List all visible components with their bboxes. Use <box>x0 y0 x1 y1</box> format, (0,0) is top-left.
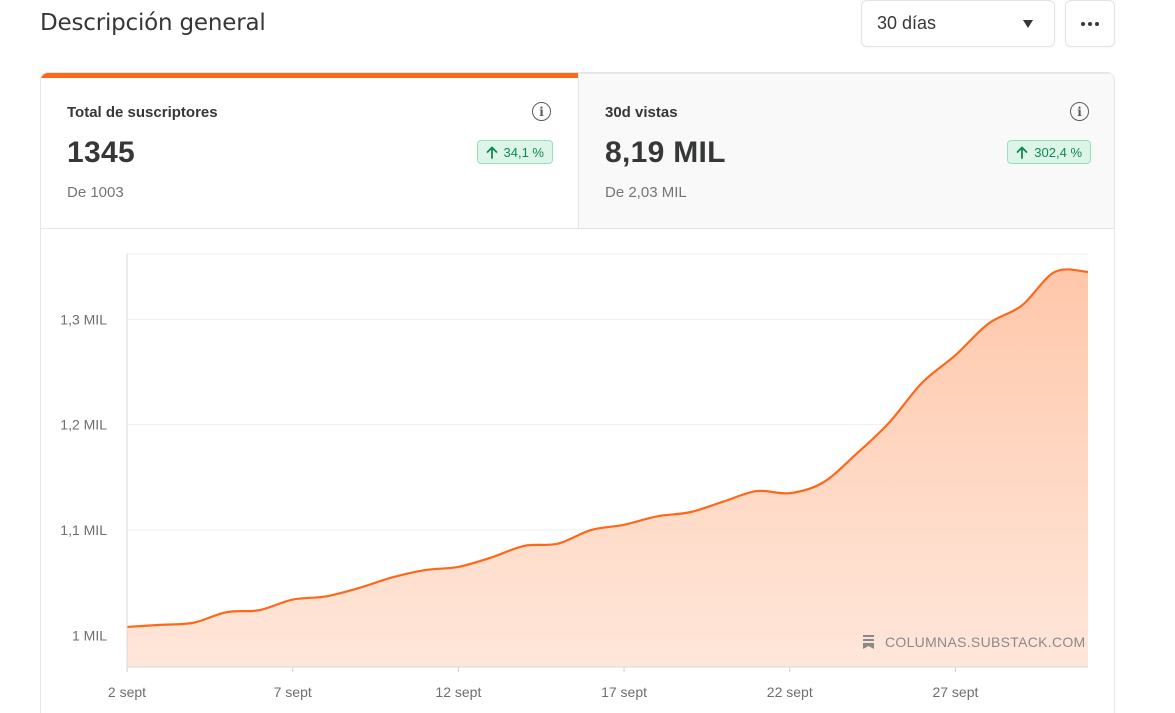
data-point[interactable] <box>157 622 163 628</box>
data-point[interactable] <box>455 564 461 570</box>
data-point[interactable] <box>1085 269 1091 275</box>
tab-label: Total de suscriptores <box>67 104 218 121</box>
tab-30d-views[interactable]: 30d vistas i 8,19 MIL 302,4 % De 2,03 MI… <box>578 73 1114 229</box>
data-point[interactable] <box>555 541 561 547</box>
data-point[interactable] <box>621 522 627 528</box>
delta-value: 302,4 % <box>1034 144 1082 160</box>
data-point[interactable] <box>522 543 528 549</box>
data-point[interactable] <box>223 609 229 615</box>
series-line <box>126 268 1089 629</box>
metric-previous: De 1003 <box>67 184 124 201</box>
data-point[interactable] <box>754 488 760 494</box>
y-tick-label: 1,2 MIL <box>60 417 107 433</box>
data-point[interactable] <box>820 480 826 486</box>
more-dots-icon <box>1081 21 1085 26</box>
y-tick-label: 1,3 MIL <box>60 311 107 327</box>
tab-total-subscribers[interactable]: Total de suscriptores i 1345 34,1 % De 1… <box>41 73 578 229</box>
data-point[interactable] <box>190 620 196 626</box>
data-point[interactable] <box>886 420 892 426</box>
delta-badge: 302,4 % <box>1007 140 1091 164</box>
x-tick-label: 7 sept <box>274 684 312 700</box>
arrow-up-icon <box>486 146 497 159</box>
data-point[interactable] <box>654 513 660 519</box>
data-point[interactable] <box>720 499 726 505</box>
data-point[interactable] <box>853 451 859 457</box>
watermark: COLUMNAS.SUBSTACK.COM <box>863 634 1086 650</box>
metric-value: 8,19 MIL <box>605 136 726 169</box>
data-point[interactable] <box>257 607 263 613</box>
delta-value: 34,1 % <box>503 144 544 160</box>
data-point[interactable] <box>1019 303 1025 309</box>
caret-down-icon <box>1023 19 1033 28</box>
subscribers-chart: 1 MIL 1,1 MIL 1,2 MIL 1,3 MIL 2 sept 7 sept 12… <box>41 229 1114 713</box>
subscribers-area-chart: 1 MIL 1,1 MIL 1,2 MIL 1,3 MIL 2 sept 7 sept 12… <box>60 253 1091 700</box>
data-point[interactable] <box>986 321 992 327</box>
data-point[interactable] <box>1052 269 1058 275</box>
page-title: Descripción general <box>40 10 266 36</box>
x-tick-label: 12 sept <box>435 684 481 700</box>
data-point[interactable] <box>787 490 793 496</box>
date-range-select[interactable]: 30 días <box>861 0 1055 47</box>
more-dots-icon-dot <box>1088 21 1092 26</box>
data-point[interactable] <box>290 597 296 603</box>
metric-value: 1345 <box>67 136 135 169</box>
x-tick-label: 17 sept <box>601 684 647 700</box>
tab-label: 30d vistas <box>605 104 678 121</box>
x-tick-label: 27 sept <box>932 684 978 700</box>
substack-logo-icon <box>863 635 874 649</box>
x-tick-label: 22 sept <box>767 684 813 700</box>
metric-previous: De 2,03 MIL <box>605 184 687 201</box>
data-point[interactable] <box>952 352 958 358</box>
data-point[interactable] <box>687 509 693 515</box>
arrow-up-icon <box>1016 146 1028 159</box>
y-tick-label: 1,1 MIL <box>60 522 107 538</box>
data-point[interactable] <box>356 585 362 591</box>
info-icon[interactable]: i <box>1070 102 1089 121</box>
data-point[interactable] <box>919 380 925 386</box>
data-point[interactable] <box>422 567 428 573</box>
data-point[interactable] <box>389 574 395 580</box>
data-point[interactable] <box>588 527 594 533</box>
stats-card: Total de suscriptores i 1345 34,1 % De 1… <box>40 72 1115 713</box>
more-dots-icon-dot <box>1095 21 1099 26</box>
data-point[interactable] <box>489 554 495 560</box>
x-tick-label: 2 sept <box>108 684 146 700</box>
data-point[interactable] <box>323 593 329 599</box>
watermark-text: COLUMNAS.SUBSTACK.COM <box>885 634 1086 650</box>
area-fill <box>127 269 1088 667</box>
info-icon[interactable]: i <box>532 102 551 121</box>
y-tick-label: 1 MIL <box>72 627 107 643</box>
date-range-value: 30 días <box>877 13 937 33</box>
delta-badge: 34,1 % <box>476 140 553 164</box>
more-options-button[interactable] <box>1065 0 1115 47</box>
